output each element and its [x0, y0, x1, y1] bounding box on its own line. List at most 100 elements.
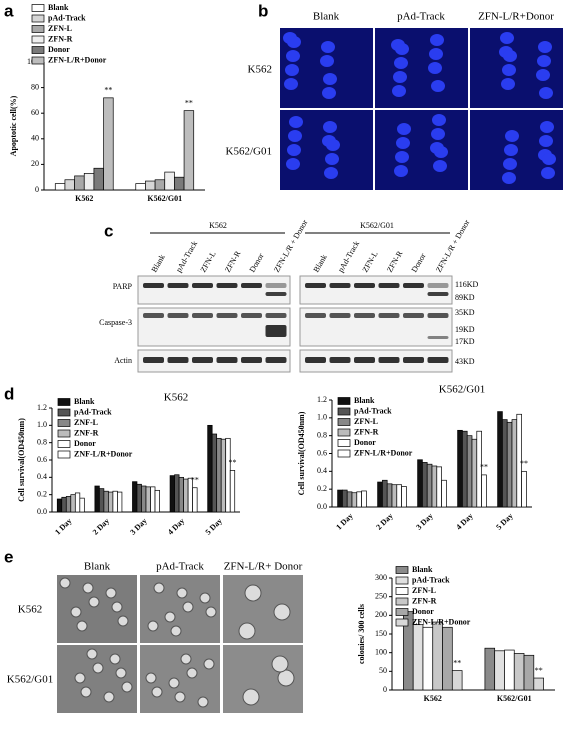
bar [150, 486, 156, 513]
legend-label: ZFN-L/R+Donor [412, 617, 471, 626]
y-axis-label: Cell survival(OD450nm) [17, 418, 26, 502]
legend-swatch [337, 397, 351, 405]
legend-label: ZFN-R [48, 34, 73, 43]
bar [533, 677, 544, 691]
row-label: K562/G01 [226, 146, 272, 158]
legend-swatch [31, 56, 45, 65]
legend-swatch [57, 450, 71, 459]
panel-letter: a [4, 1, 14, 20]
size-label: 19KD [455, 325, 475, 334]
bar [502, 419, 508, 508]
bar [141, 485, 147, 513]
row-label: K562/G01 [7, 674, 53, 686]
size-label: 116KD [455, 280, 478, 289]
legend-swatch [57, 408, 71, 417]
bar [70, 494, 76, 513]
legend-label: pAd-Track [48, 13, 86, 22]
y-tick-label: 300 [375, 573, 387, 582]
legend-swatch [337, 428, 351, 437]
bar [183, 478, 189, 513]
row-label: K562 [18, 604, 42, 616]
legend-label: pAd-Track [354, 406, 392, 415]
bar [183, 110, 195, 191]
x-tick-label: K562/G01 [147, 194, 182, 203]
legend-label: Donor [412, 607, 434, 616]
column-label: Blank [84, 561, 111, 573]
bar [79, 497, 85, 513]
x-tick-label: 1 Day [53, 516, 73, 536]
legend-label: Blank [354, 396, 375, 405]
x-tick-label: 4 Day [454, 511, 474, 531]
row-label: Actin [114, 356, 132, 365]
lane-label: ZFN-L/R + Donor [272, 218, 310, 274]
bar [65, 496, 72, 513]
y-axis-label: Apoptotic cell(%) [9, 95, 18, 156]
bar [174, 474, 180, 513]
western-blots [137, 275, 453, 373]
bar [377, 481, 383, 508]
bar [74, 492, 81, 513]
bar [422, 626, 434, 691]
legend-swatch [337, 407, 351, 416]
y-tick-label: 40 [31, 134, 39, 143]
legend-swatch [57, 440, 71, 448]
legend-label: ZNF-L [74, 418, 98, 427]
bar [112, 490, 118, 513]
group-label: K562 [209, 221, 227, 230]
legend-label: ZFN-L/R+Donor [354, 448, 413, 457]
legend-label: ZFN-R [354, 427, 379, 436]
lane-label: ZFN-L/R + Donor [434, 218, 472, 274]
bar [225, 437, 231, 513]
bar [504, 649, 515, 691]
y-tick-label: 1.0 [317, 413, 327, 422]
bar [426, 463, 433, 508]
bar [192, 487, 198, 513]
bar [145, 180, 156, 191]
legend-swatch [31, 46, 45, 54]
x-tick-label: 5 Day [204, 516, 224, 536]
y-tick-label: 0.0 [37, 507, 47, 516]
y-tick-label: 0.6 [37, 455, 47, 464]
legend-swatch [31, 35, 45, 44]
panel-letter: c [104, 221, 113, 240]
bar [346, 491, 353, 508]
row-label: PARP [113, 282, 133, 291]
bar [471, 438, 478, 508]
y-tick-label: 0 [35, 185, 39, 194]
bar [154, 179, 166, 191]
y-tick-label: 200 [375, 610, 387, 619]
bar [64, 179, 75, 191]
row-label: K562 [248, 64, 272, 76]
legend-label: ZFN-L [354, 417, 378, 426]
bar [417, 459, 423, 508]
bar [497, 411, 503, 508]
y-tick-label: 100 [375, 647, 387, 656]
x-tick-label: K562 [75, 194, 93, 203]
bar [396, 484, 402, 508]
y-tick-label: 20 [31, 159, 39, 168]
y-tick-label: 0.0 [317, 502, 327, 511]
chart-title: K562 [164, 392, 188, 404]
y-tick-label: 0.8 [37, 437, 47, 446]
legend-label: Blank [48, 3, 69, 12]
legend-label: ZNF-L/R+Donor [74, 449, 133, 458]
x-tick-label: 2 Day [91, 516, 111, 536]
legend-swatch [57, 398, 71, 406]
bar [382, 479, 388, 508]
legend-swatch [395, 587, 409, 595]
bar [457, 429, 463, 508]
bar [361, 490, 367, 508]
bar [342, 489, 348, 508]
bar [494, 650, 505, 691]
bar [103, 97, 114, 191]
legend-label: Blank [74, 397, 95, 406]
legend-label: Blank [412, 565, 433, 574]
y-tick-label: 1.2 [37, 403, 47, 412]
colonies [59, 577, 295, 708]
x-tick-label: 4 Day [166, 516, 186, 536]
lane-label: Donor [410, 251, 428, 274]
bar [169, 475, 175, 513]
x-tick-label: K562/G01 [497, 694, 532, 703]
lane-label: Donor [248, 251, 266, 274]
lane-label: Blank [312, 253, 329, 274]
